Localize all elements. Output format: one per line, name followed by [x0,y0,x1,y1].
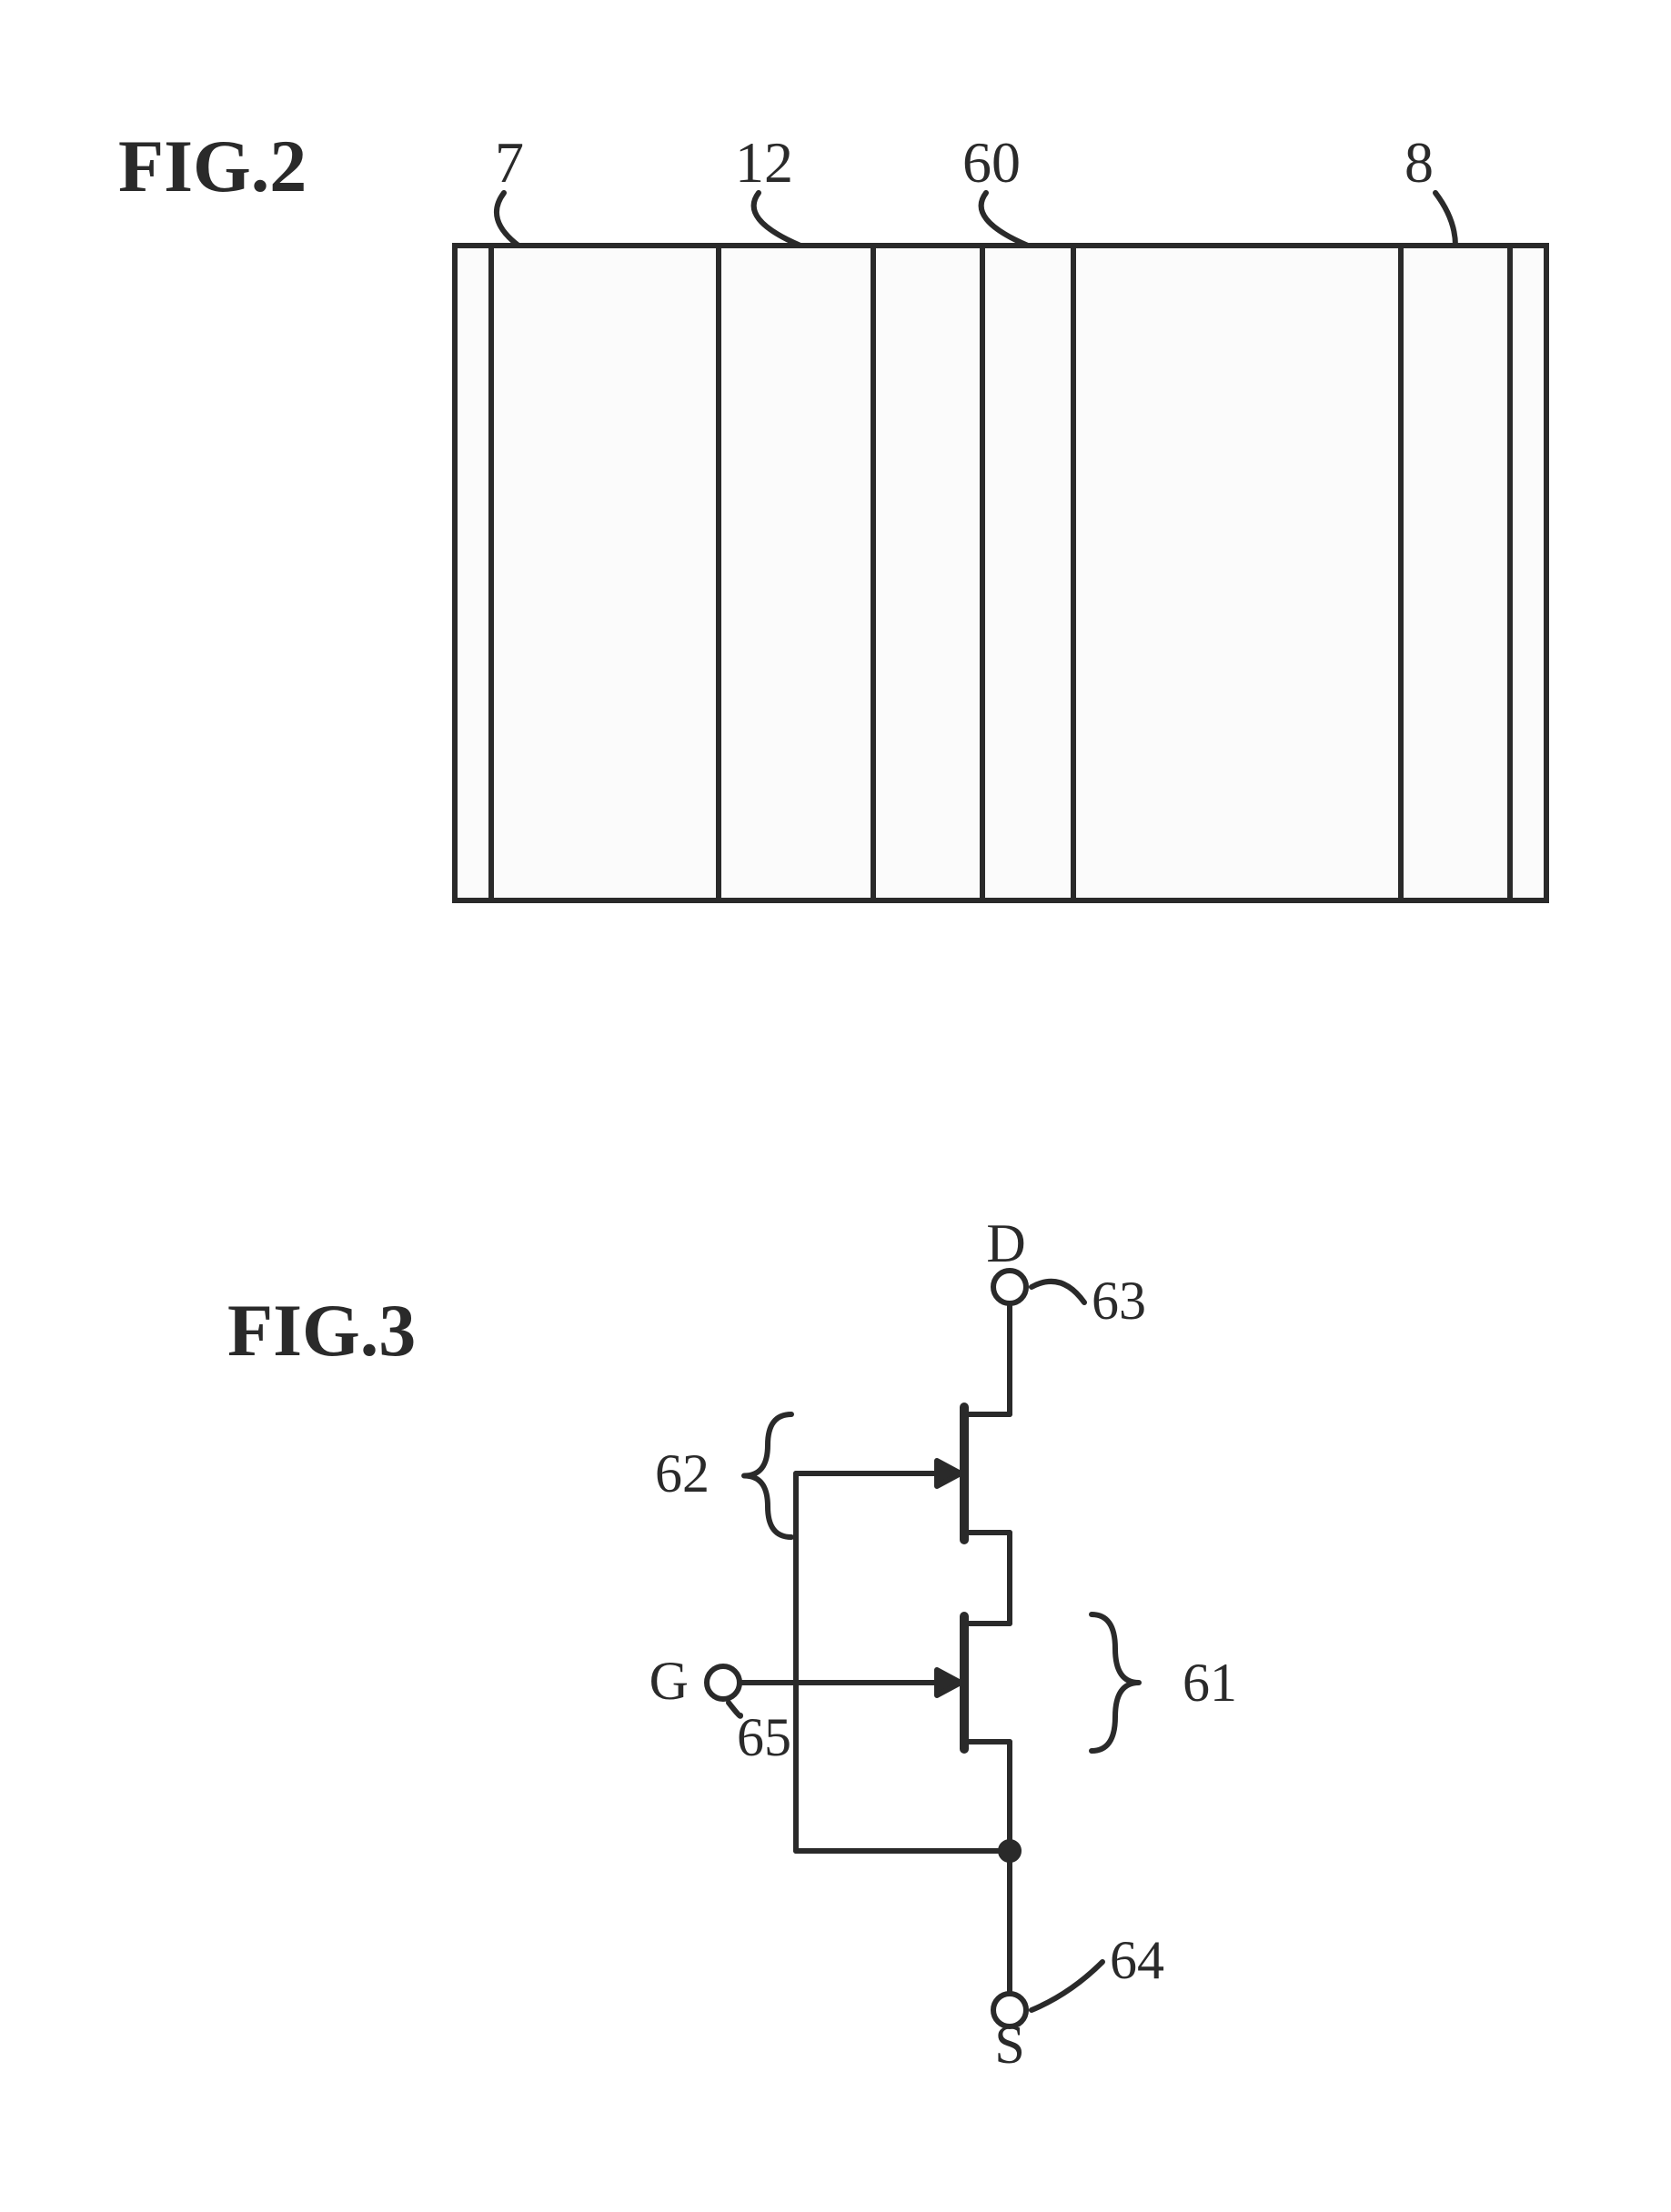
d-num: 63 [1092,1271,1146,1331]
d-leader [1032,1282,1084,1302]
g-terminal [707,1666,740,1699]
fig2-label-0: 7 [495,130,524,195]
fig3-title: FIG.3 [227,1289,416,1372]
s-letter: S [994,2015,1024,2075]
g-num: 65 [737,1707,791,1767]
g-letter: G [649,1651,689,1711]
fig2-callout-1 [754,193,800,246]
fig2-title: FIG.2 [118,125,307,207]
b62-brace [744,1414,791,1537]
b61-label: 61 [1183,1653,1237,1713]
fig2-callout-3 [1435,193,1455,246]
b61-brace [1092,1614,1139,1751]
b62-label: 62 [655,1443,710,1503]
s-leader [1032,1962,1102,2010]
fet-top-gate-arrow [937,1461,961,1486]
fig2-callout-2 [981,193,1028,246]
fig2-callout-0 [497,193,518,246]
fet-bot-gate-arrow [937,1670,961,1695]
source-node [1001,1842,1019,1860]
d-letter: D [986,1213,1025,1273]
fig2-label-2: 60 [962,130,1021,195]
d-terminal [993,1271,1026,1303]
fig2-label-3: 8 [1404,130,1434,195]
s-num: 64 [1110,1930,1164,1990]
fig2-box [455,246,1546,900]
fig2-label-1: 12 [735,130,793,195]
